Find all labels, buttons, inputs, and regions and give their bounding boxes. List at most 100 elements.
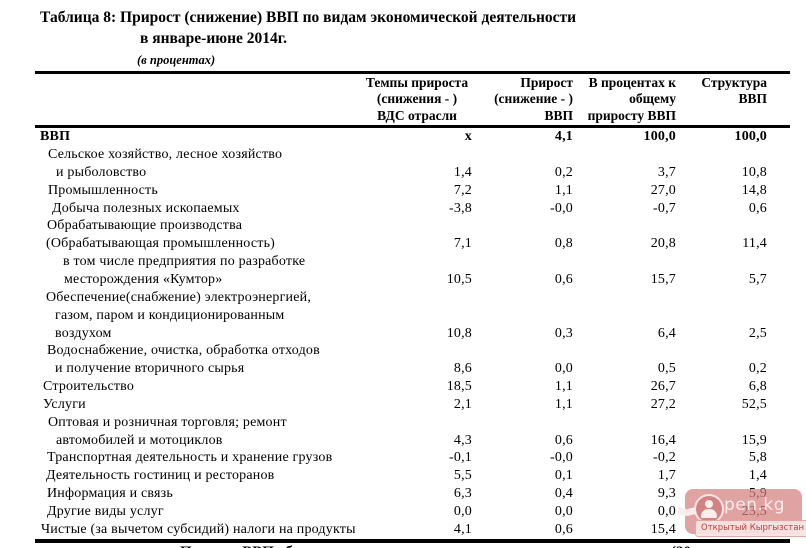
table-title-block: Таблица 8: Прирост (снижение) ВВП по вид… — [40, 8, 576, 70]
cell-value: 52,5 — [741, 396, 767, 412]
row-label-line: Услуги — [43, 396, 86, 412]
cell-value: 4,1 — [554, 129, 573, 145]
cell-value: 3,7 — [657, 164, 676, 180]
cell-value: 2,1 — [453, 396, 472, 412]
cell-value: 5,7 — [748, 271, 767, 287]
cell-value: 0,2 — [554, 164, 573, 180]
row-label: Транспортная деятельность и хранение гру… — [35, 449, 385, 467]
row-label: Добыча полезных ископаемых — [35, 200, 385, 218]
cell-value: 26,7 — [650, 379, 676, 395]
cell-value: 15,7 — [650, 271, 676, 287]
cell-value: 100,0 — [643, 129, 676, 145]
cell-value: -0,2 — [653, 450, 676, 466]
row-label-line: Сельское хозяйство, лесное хозяйство — [48, 147, 283, 163]
watermark: pen.kg Открытый Кыргызстан — [678, 489, 806, 537]
table-row: Добыча полезных ископаемых -3,8 -0,0 -0,7 0,… — [35, 200, 790, 218]
row-label-line: и рыболовство — [56, 164, 147, 180]
row-label-line: Обеспечение(снабжение) электроэнергией, — [46, 289, 312, 305]
cell-value: 5,8 — [748, 450, 767, 466]
column-header-line: Темпы прироста — [365, 75, 469, 90]
table-rule-bottom — [35, 538, 790, 543]
row-label-line: Транспортная деятельность и хранение гру… — [47, 450, 333, 466]
cell-value: 15,4 — [650, 521, 676, 537]
cell-value: -0,1 — [449, 450, 472, 466]
row-label-line: автомобилей и мотоциклов — [56, 432, 223, 448]
row-label: Водоснабжение, очистка, обработка отходо… — [35, 342, 385, 378]
row-label: Чистые (за вычетом субсидий) налоги на п… — [35, 521, 385, 539]
row-label-line: месторождения «Кумтор» — [64, 271, 223, 287]
cell-value: 9,3 — [657, 486, 676, 502]
cell-value: 0,0 — [554, 361, 573, 377]
row-label: Информация и связь — [35, 485, 385, 503]
table-row: Сельское хозяйство, лесное хозяйство и ры… — [35, 146, 790, 182]
row-label-line: и получение вторичного сырья — [55, 361, 245, 377]
row-label-line: Водоснабжение, очистка, обработка отходо… — [47, 343, 320, 359]
row-label: Другие виды услуг — [35, 503, 385, 521]
cell-value: 0,0 — [554, 503, 573, 519]
cell-value: 1,4 — [748, 468, 767, 484]
gdp-table: Темпы прироста (снижения - ) ВДС отрасли П… — [35, 71, 790, 543]
row-label: в том числе предприятия по разработке мес… — [35, 253, 385, 289]
cell-value: 11,4 — [742, 236, 767, 252]
cell-value: 7,1 — [453, 236, 472, 252]
units-note: (в процентах) — [137, 53, 216, 67]
cell-value: -0,7 — [653, 200, 676, 216]
row-label-line: Информация и связь — [47, 486, 173, 502]
cell-value: 100,0 — [734, 129, 767, 145]
clipped-text-line: Прирост ВВП обеспечен в основном отрасля… — [180, 544, 695, 548]
cell-value: 5,5 — [453, 468, 472, 484]
cell-value: 1,4 — [453, 164, 472, 180]
column-header-line: общему — [629, 91, 676, 107]
watermark-brand: pen.kg — [724, 495, 786, 515]
column-header-line: ВВП — [738, 91, 767, 107]
row-label-line: Деятельность гостиниц и ресторанов — [46, 468, 275, 484]
table-row: Строительство 18,5 1,1 26,7 6,8 — [35, 378, 790, 396]
row-label: Обрабатывающие производства (Обрабатывающ… — [35, 217, 385, 253]
table-row: Оптовая и розничная торговля; ремонт авто… — [35, 414, 790, 450]
cell-value: 10,8 — [446, 325, 472, 341]
table-row: Обеспечение(снабжение) электроэнергией, г… — [35, 289, 790, 343]
table-row: ВВП х 4,1 100,0 100,0 — [35, 128, 790, 146]
cell-value: 0,2 — [748, 361, 767, 377]
cell-value: 15,9 — [741, 432, 767, 448]
table-rule-under-header — [35, 125, 790, 129]
cell-value: -3,8 — [449, 200, 472, 216]
cell-value: 10,8 — [741, 164, 767, 180]
table-title-line1: Таблица 8: Прирост (снижение) ВВП по вид… — [40, 9, 577, 26]
cell-value: 27,0 — [650, 182, 676, 198]
cell-value: 0,3 — [554, 325, 573, 341]
column-header-gdp-growth: Прирост (снижение - ) ВВП — [472, 75, 573, 124]
table-rule-top — [35, 71, 790, 74]
column-header-line: Прирост — [520, 75, 573, 90]
cell-value: 1,1 — [554, 379, 573, 395]
row-label: Строительство — [35, 378, 385, 396]
cell-value: 0,6 — [554, 271, 573, 287]
cell-value: 6,4 — [657, 325, 676, 341]
table-row: Транспортная деятельность и хранение гру… — [35, 449, 790, 467]
column-header-line: Структура — [701, 75, 767, 90]
cell-value: 16,4 — [650, 432, 676, 448]
row-label: Промышленность — [35, 182, 385, 200]
row-label-line: Другие виды услуг — [47, 503, 164, 519]
table-body: ВВП х 4,1 100,0 100,0 Сельское хозяйство, лес… — [35, 128, 790, 538]
column-header-line: приросту ВВП — [587, 107, 676, 123]
row-label-line: Чистые (за вычетом субсидий) налоги на п… — [41, 521, 356, 537]
cell-value: 0,4 — [554, 486, 573, 502]
row-label-line: Оптовая и розничная торговля; ремонт — [48, 414, 287, 430]
table-row: Услуги 2,1 1,1 27,2 52,5 — [35, 396, 790, 414]
cell-value: 10,5 — [446, 271, 472, 287]
cell-value: 0,8 — [554, 236, 573, 252]
row-label-line: Строительство — [43, 379, 135, 395]
row-label-line: (Обрабатывающая промышленность) — [46, 236, 276, 252]
column-header-vds-growth: Темпы прироста (снижения - ) ВДС отрасли — [362, 75, 472, 124]
cell-value: 1,7 — [657, 468, 676, 484]
column-header-line: (снижения - ) — [376, 91, 458, 107]
logo-person-head — [705, 500, 713, 508]
row-label: Услуги — [35, 396, 385, 414]
table-row: Обрабатывающие производства (Обрабатывающ… — [35, 217, 790, 253]
cell-value: х — [464, 129, 472, 145]
cell-value: 1,1 — [554, 182, 573, 198]
